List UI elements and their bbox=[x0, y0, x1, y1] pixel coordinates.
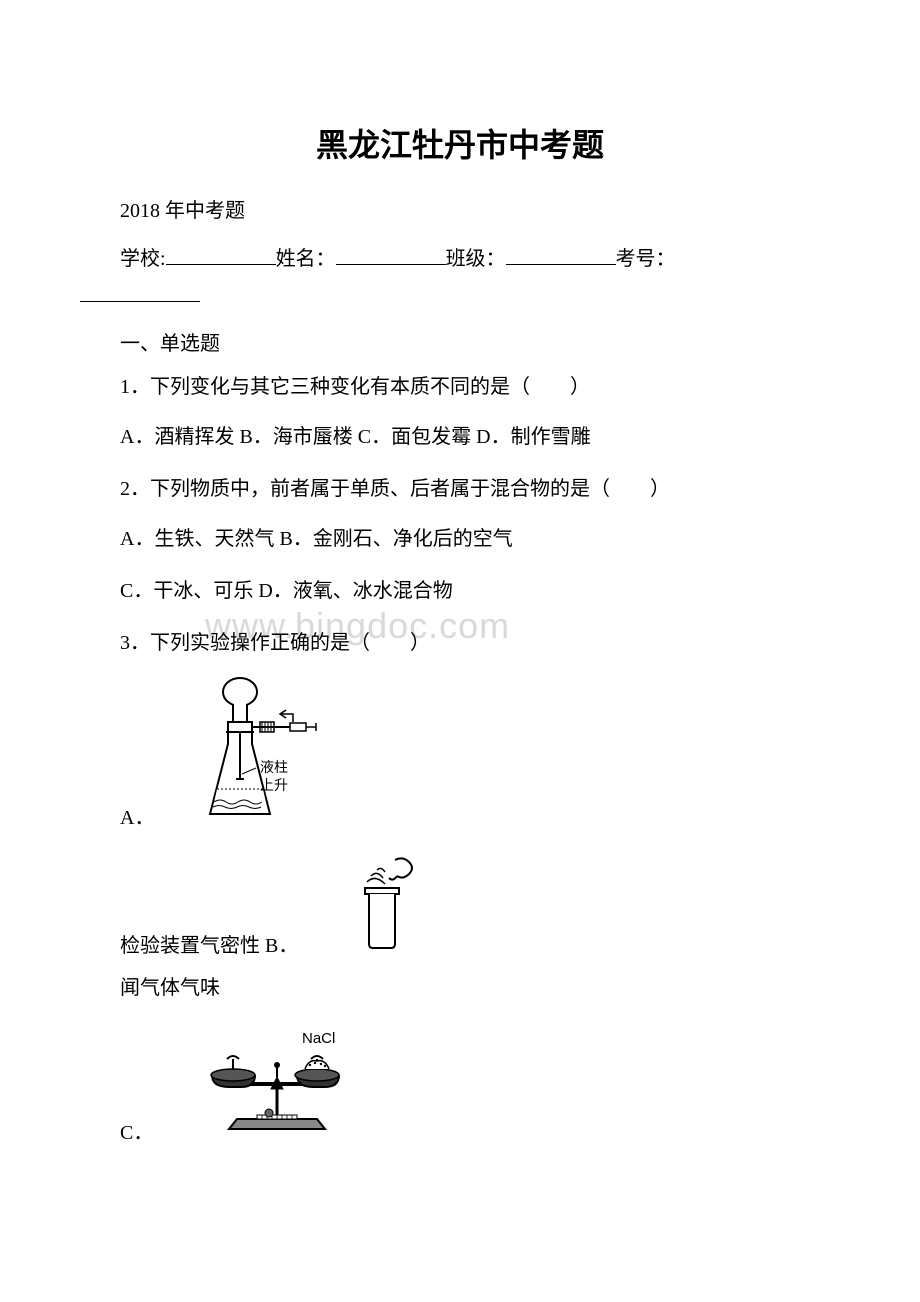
question-2-stem: 2．下列物质中，前者属于单质、后者属于混合物的是（ ） bbox=[80, 470, 840, 508]
id-blank-line bbox=[80, 283, 840, 307]
option-c-letter: C． bbox=[80, 1116, 153, 1145]
option-a-letter: A． bbox=[80, 801, 154, 830]
question-3-option-a: A． bbox=[80, 674, 840, 830]
question-3-option-b-desc: 闻气体气味 bbox=[80, 969, 840, 1007]
class-label: 班级： bbox=[446, 248, 506, 270]
smell-gas-icon bbox=[307, 852, 422, 965]
airtight-apparatus-icon: 液柱 上升 bbox=[158, 674, 328, 830]
option-a-desc-text: 检验装置气密性 B． bbox=[120, 935, 298, 957]
question-3-option-c: C． NaCl bbox=[80, 1029, 840, 1145]
school-label: 学校: bbox=[120, 248, 166, 270]
document-content: 黑龙江牡丹市中考题 2018 年中考题 学校: 姓名： 班级： 考号： 一、单选题 1… bbox=[80, 120, 840, 1145]
student-info-line: 学校: 姓名： 班级： 考号： bbox=[80, 241, 840, 277]
name-label: 姓名： bbox=[276, 248, 336, 270]
question-3-option-a-desc: 检验装置气密性 B． bbox=[80, 852, 840, 965]
name-blank bbox=[336, 241, 446, 265]
question-3-stem: 3．下列实验操作正确的是（ ） bbox=[80, 624, 840, 662]
id-blank bbox=[80, 283, 200, 302]
rise-label: 上升 bbox=[260, 778, 288, 794]
exam-subtitle: 2018 年中考题 bbox=[80, 194, 840, 223]
page-title: 黑龙江牡丹市中考题 bbox=[80, 120, 840, 166]
section-heading: 一、单选题 bbox=[80, 327, 840, 356]
column-label: 液柱 bbox=[260, 760, 288, 776]
nacl-label: NaCl bbox=[302, 1030, 335, 1047]
class-blank bbox=[506, 241, 616, 265]
id-label: 考号： bbox=[616, 248, 676, 270]
school-blank bbox=[166, 241, 276, 265]
question-1-stem: 1．下列变化与其它三种变化有本质不同的是（ ） bbox=[80, 368, 840, 406]
question-2-options-line2: C．干冰、可乐 D．液氧、冰水混合物 bbox=[80, 572, 840, 610]
question-2-options-line1: A．生铁、天然气 B．金刚石、净化后的空气 bbox=[80, 520, 840, 558]
balance-scale-icon: NaCl bbox=[157, 1029, 352, 1145]
question-1-options: A．酒精挥发 B．海市蜃楼 C．面包发霉 D．制作雪雕 bbox=[80, 418, 840, 456]
